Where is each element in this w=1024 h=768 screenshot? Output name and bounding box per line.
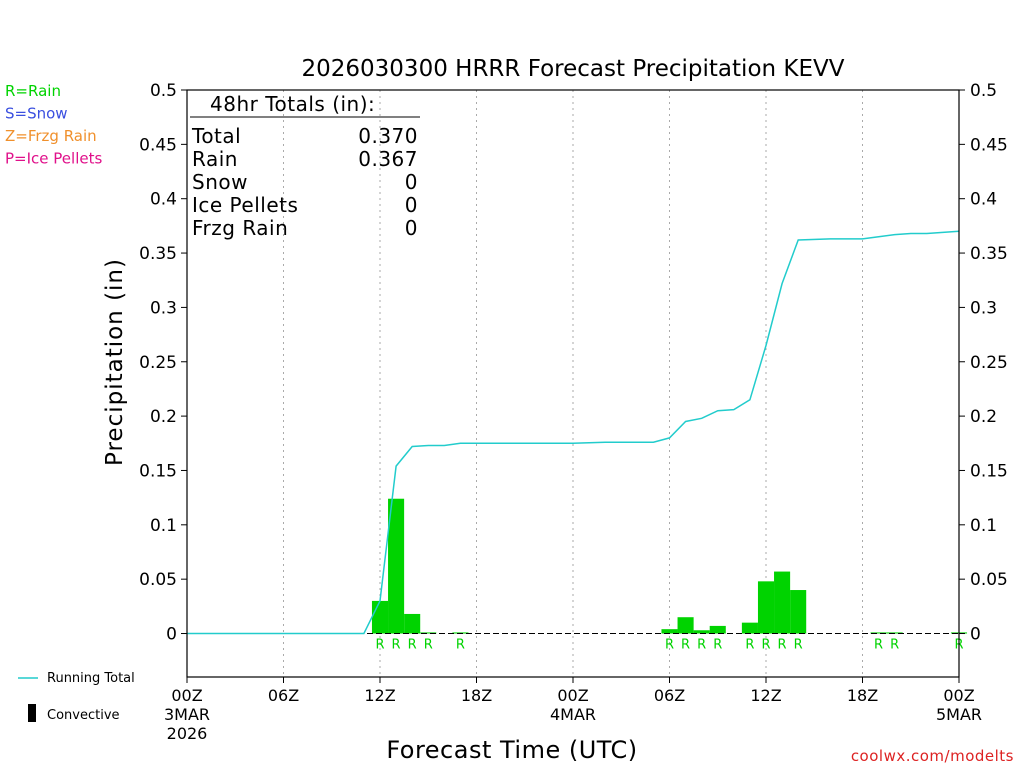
x-tick-label: 06Z	[654, 686, 685, 705]
credit-text: coolwx.com/modelts	[851, 747, 1014, 765]
y-tick-label: 0.25	[139, 353, 177, 373]
type-legend-item: Z=Frzg Rain	[5, 127, 97, 145]
y-tick-label: 0.45	[139, 135, 177, 155]
precip-bar	[709, 625, 726, 634]
convective-legend-swatch	[28, 704, 36, 722]
precip-type-mark: R	[745, 638, 754, 653]
y-tick-label: 0.05	[139, 570, 177, 590]
precip-bar	[452, 632, 469, 634]
y-tick-label-right: 0.05	[970, 570, 1008, 590]
precip-type-mark: R	[794, 638, 803, 653]
precip-type-mark: R	[761, 638, 770, 653]
precip-bar	[870, 632, 887, 634]
y-tick-label-right: 0.35	[970, 244, 1008, 264]
y-tick-label-right: 0	[970, 625, 981, 645]
precip-bar	[404, 613, 421, 634]
precip-bar	[693, 630, 710, 634]
convective-legend-label: Convective	[47, 708, 120, 723]
y-tick-label-right: 0.2	[970, 407, 997, 427]
y-tick-label-right: 0.3	[970, 298, 997, 318]
precip-type-mark: R	[408, 638, 417, 653]
y-tick-label-right: 0.5	[970, 81, 997, 101]
totals-row-label: Ice Pellets	[192, 193, 298, 217]
y-tick-label: 0.3	[150, 298, 177, 318]
precip-bar	[388, 498, 405, 634]
x-tick-date: 5MAR	[936, 705, 982, 724]
totals-row-value: 0.370	[358, 124, 418, 148]
precip-type-mark: R	[424, 638, 433, 653]
x-tick-label: 00Z	[557, 686, 588, 705]
totals-box: 48hr Totals (in): Total 0.370 Rain 0.367 Sno…	[190, 92, 420, 240]
x-tick-label: 00Z	[171, 686, 202, 705]
totals-row-value: 0	[405, 216, 418, 240]
type-legend-item: S=Snow	[5, 105, 68, 123]
gridlines	[283, 90, 863, 677]
totals-row-value: 0	[405, 170, 418, 194]
precip-bar	[886, 632, 903, 634]
precip-type-mark: R	[665, 638, 674, 653]
precip-type-mark: R	[713, 638, 722, 653]
precip-bar	[741, 622, 758, 634]
running-total-legend-label: Running Total	[47, 671, 135, 686]
totals-row-label: Rain	[192, 147, 238, 171]
y-tick-label: 0.5	[150, 81, 177, 101]
x-tick-label: 12Z	[364, 686, 395, 705]
totals-row-label: Total	[191, 124, 241, 148]
type-legend-item: P=Ice Pellets	[5, 150, 102, 168]
x-tick-year: 2026	[167, 724, 208, 743]
y-tick-label-right: 0.15	[970, 461, 1008, 481]
precip-bar	[371, 600, 389, 634]
precip-type-mark: R	[874, 638, 883, 653]
x-tick-label: 06Z	[268, 686, 299, 705]
precip-type-mark: R	[697, 638, 706, 653]
y-tick-label: 0.4	[150, 190, 177, 210]
totals-rows: Total 0.370 Rain 0.367 Snow 0 Ice Pellets 0 Frzg…	[191, 124, 418, 240]
y-tick-label: 0.35	[139, 244, 177, 264]
precip-bar	[757, 581, 775, 634]
precip-type-legend: R=Rain S=Snow Z=Frzg Rain P=Ice Pellets	[5, 82, 102, 168]
precip-type-mark: R	[778, 638, 787, 653]
y-tick-label: 0.1	[150, 516, 177, 536]
running-total-line	[187, 230, 960, 635]
y-axis-left: 0.5 0.45 0.4 0.35 0.3 0.25 0.2 0.15 0.1 0.05 0	[139, 81, 187, 645]
precip-bar	[774, 571, 791, 634]
x-tick-date: 4MAR	[550, 705, 596, 724]
x-tick-date: 3MAR	[164, 705, 210, 724]
totals-row-label: Frzg Rain	[192, 216, 288, 240]
x-axis-label: Forecast Time (UTC)	[386, 736, 637, 764]
chart-title: 2026030300 HRRR Forecast Precipitation K…	[302, 56, 845, 82]
totals-title: 48hr Totals (in):	[210, 92, 375, 116]
y-tick-label-right: 0.25	[970, 353, 1008, 373]
y-tick-label-right: 0.45	[970, 135, 1008, 155]
x-tick-label: 18Z	[461, 686, 492, 705]
x-tick-label: 12Z	[750, 686, 781, 705]
precip-bar	[420, 632, 437, 634]
y-axis-right: 0.5 0.45 0.4 0.35 0.3 0.25 0.2 0.15 0.1 0.05 0	[959, 81, 1008, 645]
precip-type-mark: R	[456, 638, 465, 653]
precip-type-mark: R	[375, 638, 384, 653]
y-axis-label: Precipitation (in)	[102, 258, 128, 466]
precip-bar	[677, 617, 694, 634]
x-tick-label: 18Z	[847, 686, 878, 705]
type-legend-item: R=Rain	[5, 82, 61, 100]
y-tick-label-right: 0.1	[970, 516, 997, 536]
precip-type-mark: R	[392, 638, 401, 653]
x-tick-label: 00Z	[943, 686, 974, 705]
precip-type-mark: R	[890, 638, 899, 653]
totals-row-value: 0	[405, 193, 418, 217]
precip-bar	[661, 629, 678, 634]
y-tick-label: 0.15	[139, 461, 177, 481]
totals-row-label: Snow	[192, 170, 248, 194]
y-tick-label: 0	[166, 625, 177, 645]
precip-bar	[790, 590, 807, 634]
precip-type-mark: R	[681, 638, 690, 653]
y-tick-label: 0.2	[150, 407, 177, 427]
y-tick-label-right: 0.4	[970, 190, 997, 210]
totals-row-value: 0.367	[358, 147, 418, 171]
precip-bars	[371, 498, 968, 634]
